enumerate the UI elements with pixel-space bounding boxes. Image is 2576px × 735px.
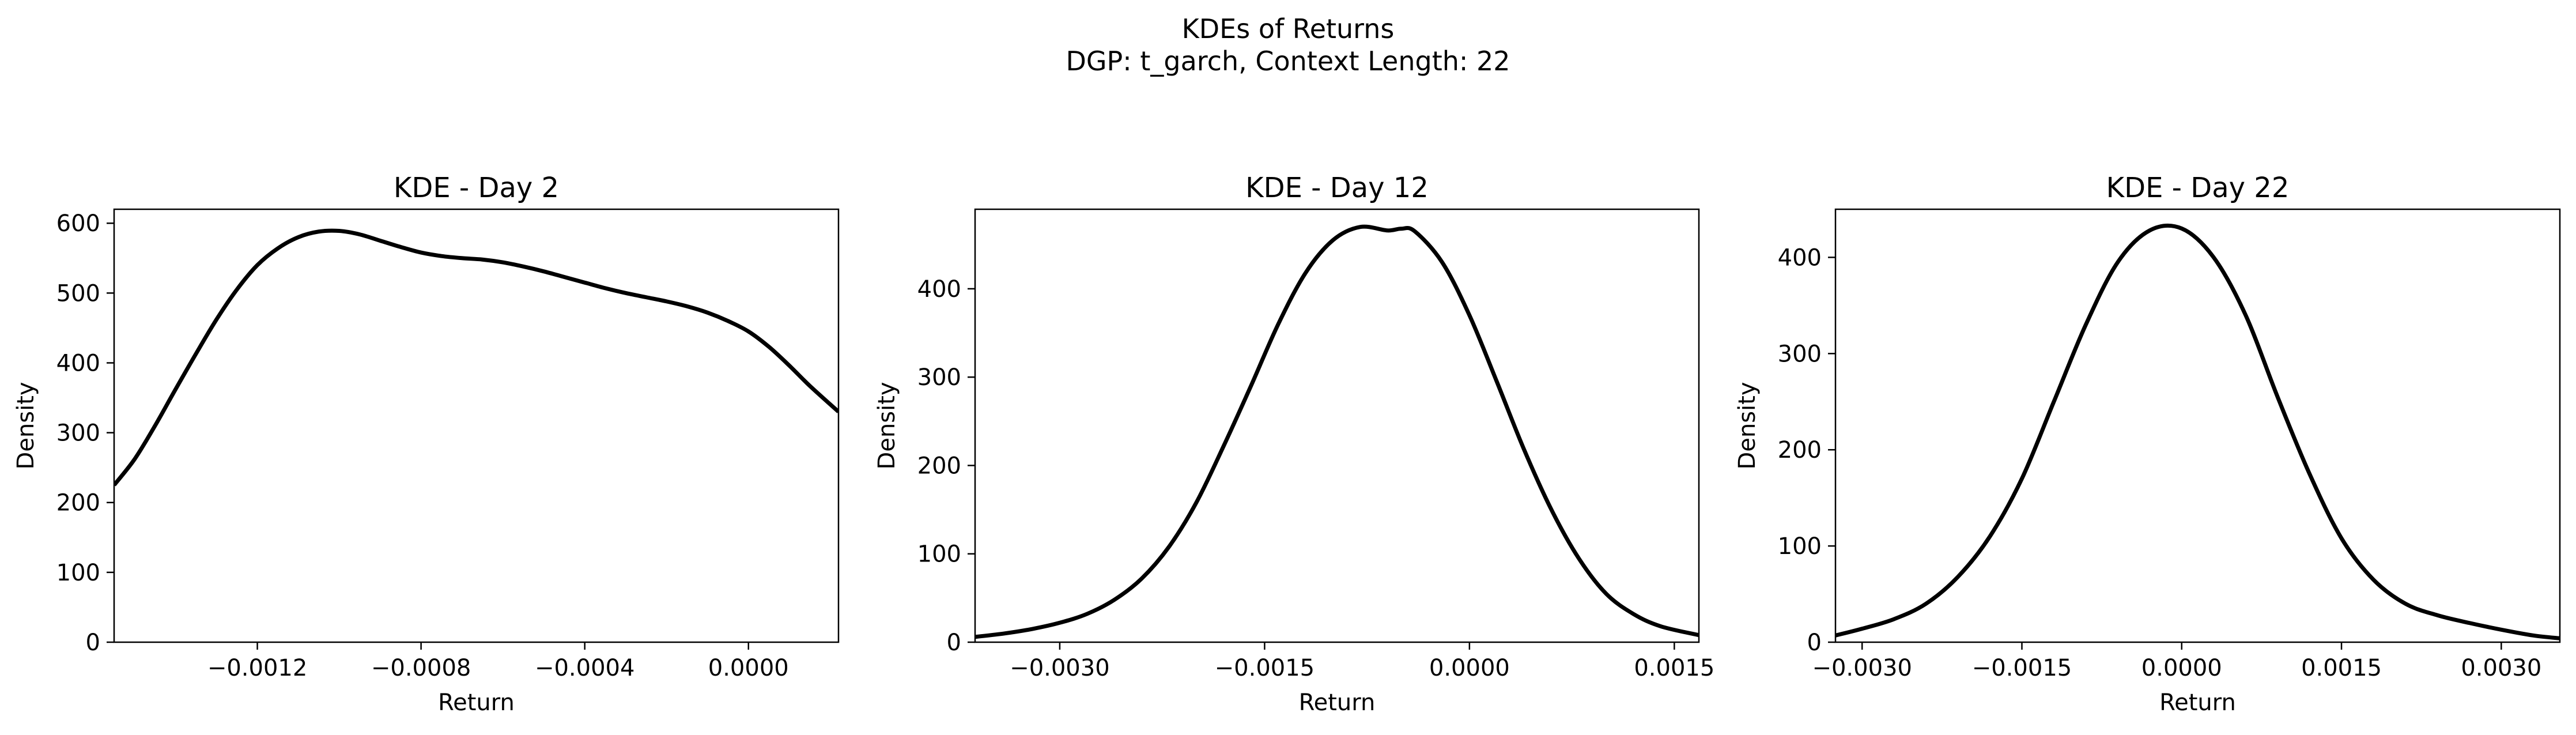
y-tick-label: 200 <box>917 453 961 479</box>
y-tick-label: 0 <box>947 630 961 656</box>
x-tick-label: 0.0030 <box>2461 655 2541 681</box>
x-tick-label: −0.0012 <box>207 655 307 681</box>
x-tick-label: −0.0008 <box>371 655 471 681</box>
x-tick-label: −0.0030 <box>1812 655 1912 681</box>
plot-frame <box>974 208 1700 643</box>
y-tick-label: 0 <box>1807 630 1822 656</box>
x-axis-label: Return <box>1299 689 1376 716</box>
y-axis-label: Density <box>13 382 39 469</box>
y-tick-label: 300 <box>56 420 100 447</box>
y-tick-label: 600 <box>56 210 100 237</box>
y-tick-label: 400 <box>56 350 100 376</box>
x-tick-label: −0.0004 <box>535 655 634 681</box>
kde-panel-day-2: −0.0012 −0.0008 −0.0004 0.0000 0 100 200 300 400… <box>13 172 840 716</box>
kde-panel-day-22: −0.0030 −0.0015 0.0000 0.0015 0.0030 0 100 200 3… <box>1734 172 2561 716</box>
x-tick-label: 0.0015 <box>2301 655 2382 681</box>
x-tick-label: 0.0000 <box>708 655 789 681</box>
y-tick-label: 400 <box>1778 244 1822 271</box>
kde-density-line <box>975 224 1699 639</box>
y-tick-label: 200 <box>1778 437 1822 463</box>
plot-frame <box>113 208 840 643</box>
panel-title: KDE - Day 22 <box>2106 172 2290 204</box>
x-tick-label: −0.0030 <box>1010 655 1109 681</box>
x-axis-label: Return <box>2159 689 2236 716</box>
kde-density-line <box>1835 223 2560 640</box>
kde-density-line <box>114 228 838 487</box>
panel-title: KDE - Day 2 <box>394 172 559 204</box>
x-tick-label: 0.0015 <box>1634 655 1714 681</box>
plot-frame <box>1834 208 2561 643</box>
y-tick-label: 500 <box>56 280 100 307</box>
kde-panel-day-12: −0.0030 −0.0015 0.0000 0.0015 0 100 200 300 400 K… <box>874 172 1714 716</box>
x-tick-label: 0.0000 <box>1429 655 1510 681</box>
figure-title: KDEs of Returns <box>1181 13 1395 44</box>
figure-subtitle: DGP: t_garch, Context Length: 22 <box>1066 46 1510 77</box>
y-axis-label: Density <box>1734 382 1761 469</box>
y-tick-label: 300 <box>1778 341 1822 367</box>
y-tick-label: 0 <box>86 630 100 656</box>
x-tick-label: −0.0015 <box>1215 655 1315 681</box>
x-tick-label: −0.0015 <box>1972 655 2072 681</box>
x-axis-label: Return <box>438 689 515 716</box>
y-tick-label: 400 <box>917 276 961 303</box>
y-tick-label: 100 <box>56 560 100 586</box>
y-tick-label: 100 <box>917 541 961 568</box>
y-tick-label: 100 <box>1778 533 1822 560</box>
x-tick-label: 0.0000 <box>2141 655 2222 681</box>
y-axis-label: Density <box>874 382 900 469</box>
y-tick-label: 200 <box>56 490 100 517</box>
y-tick-label: 300 <box>917 364 961 391</box>
panel-title: KDE - Day 12 <box>1245 172 1429 204</box>
